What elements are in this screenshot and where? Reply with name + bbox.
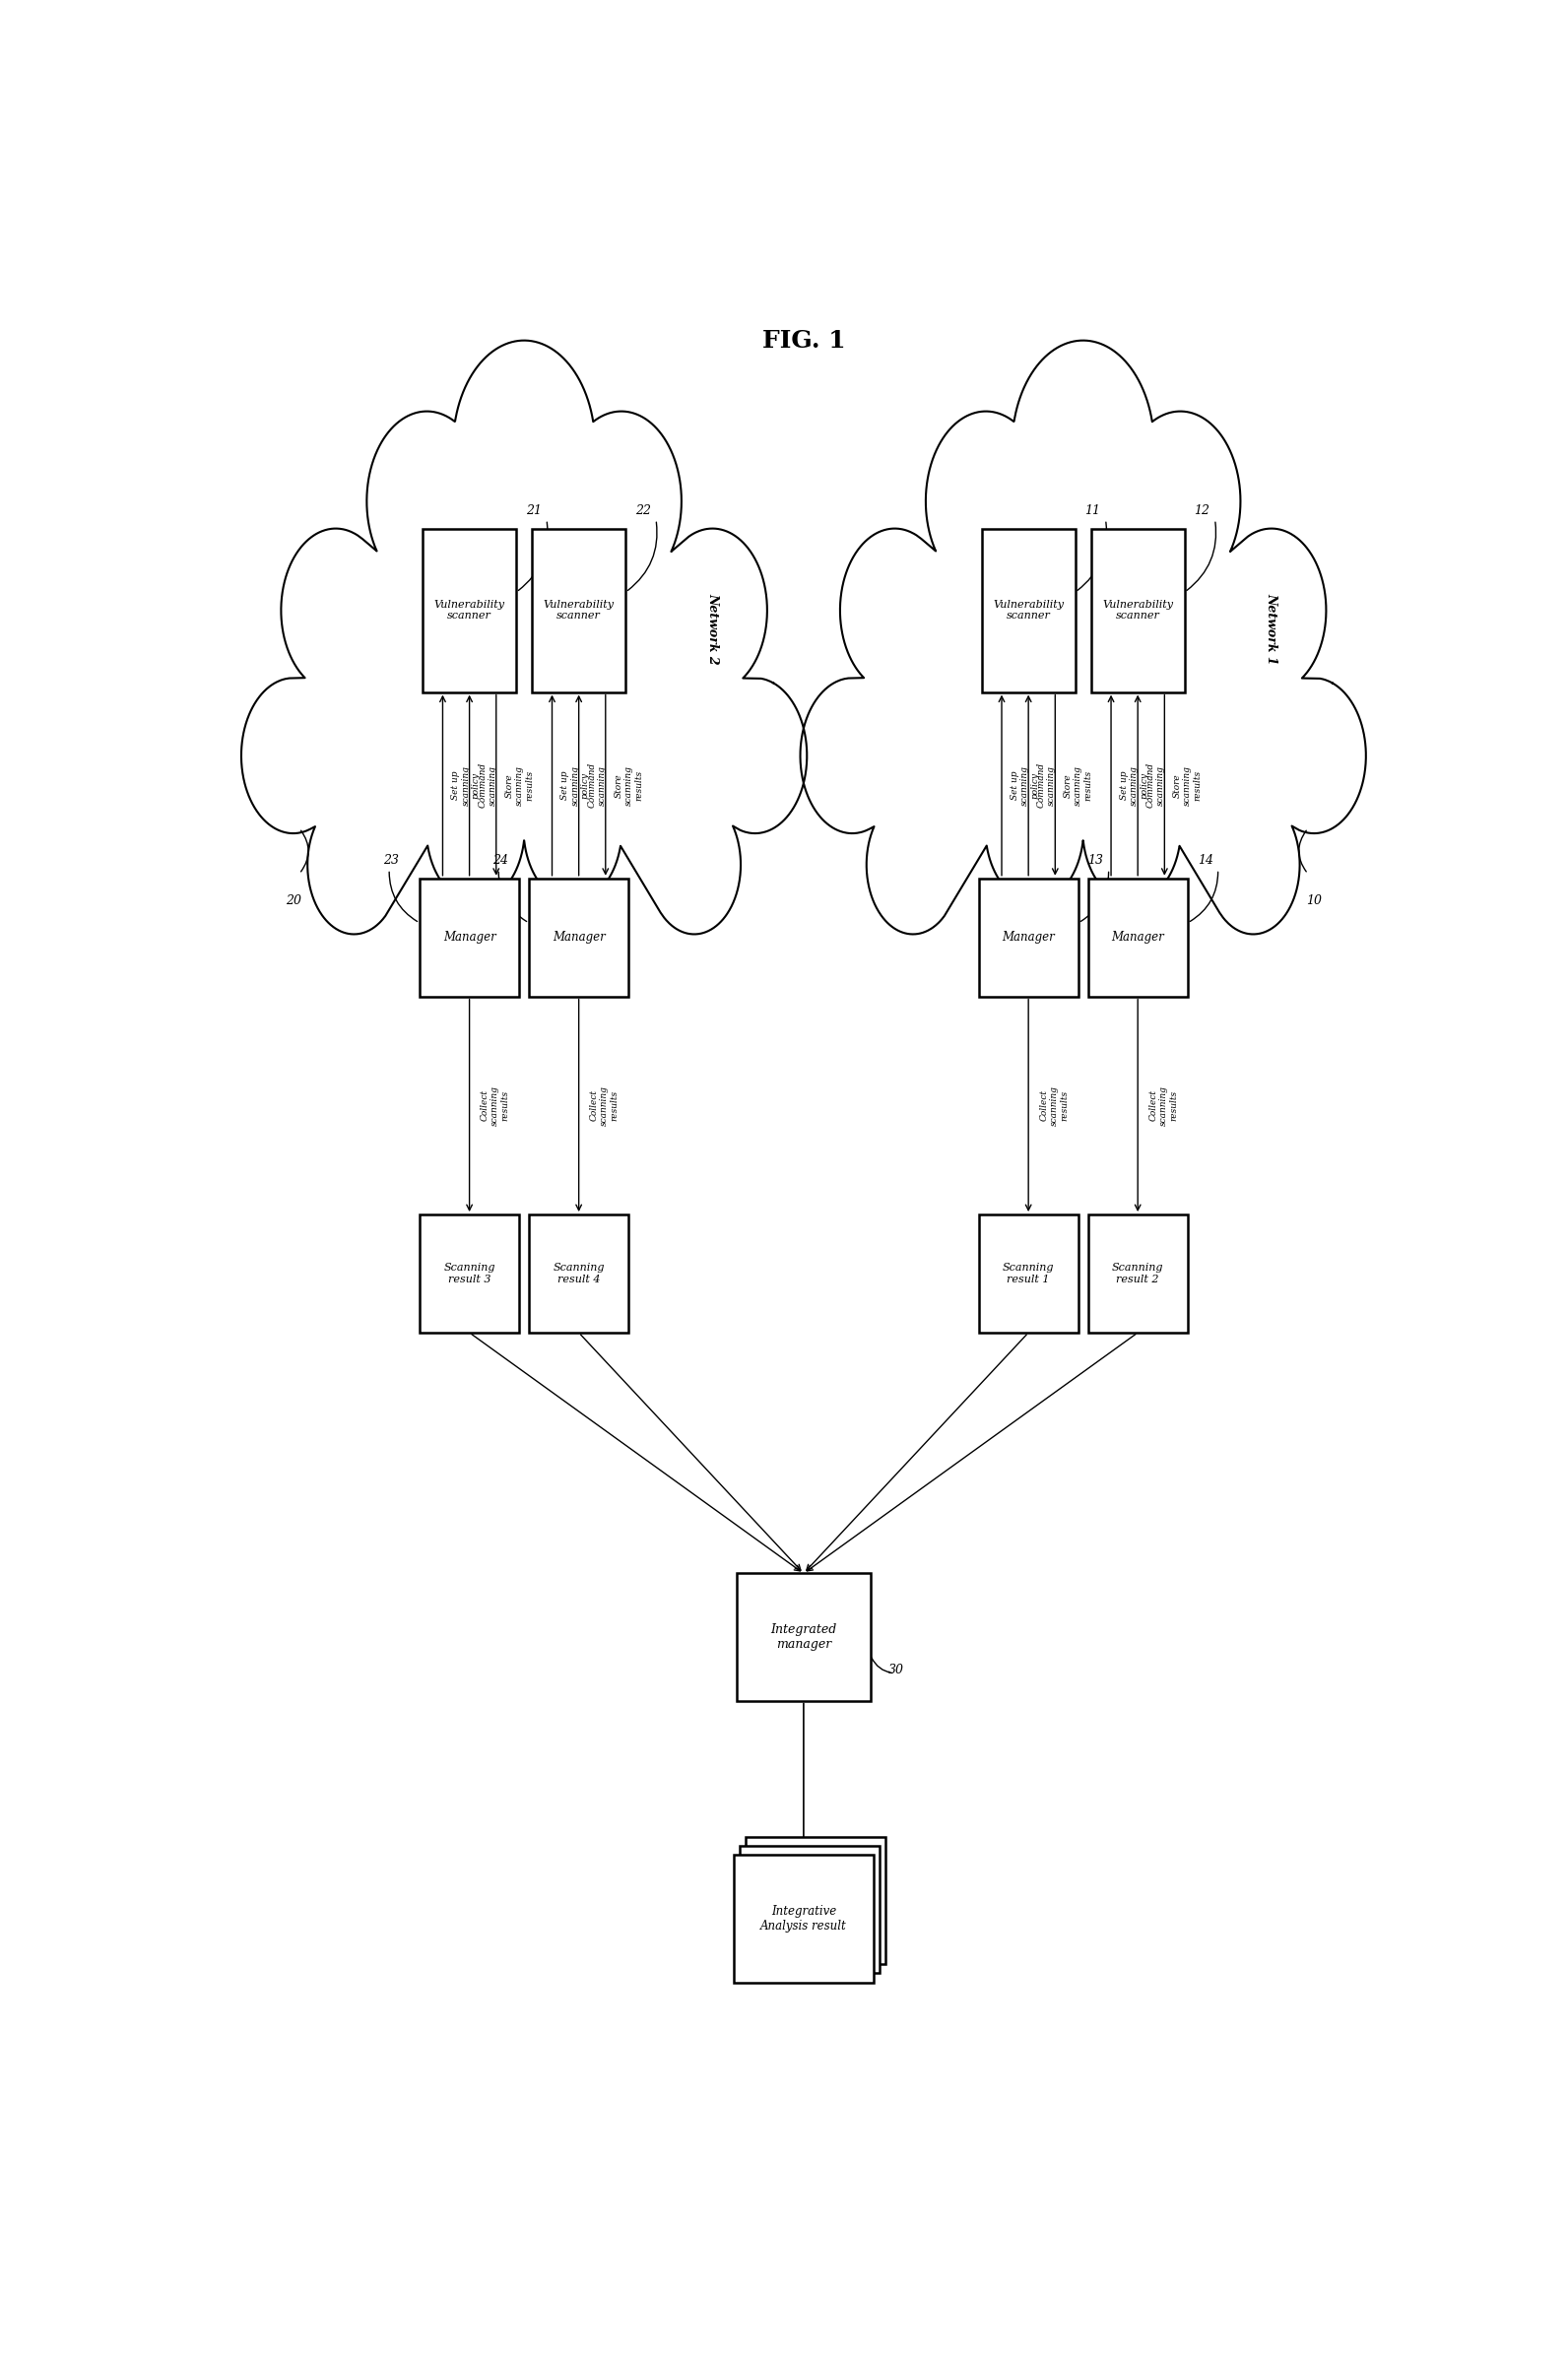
Text: Command
scanning: Command scanning — [1146, 762, 1165, 807]
FancyBboxPatch shape — [420, 878, 519, 996]
Text: Scanning
result 4: Scanning result 4 — [554, 1263, 605, 1284]
Text: 23: 23 — [383, 854, 398, 866]
Text: 12: 12 — [1195, 505, 1210, 517]
Text: Store
scanning
results: Store scanning results — [1063, 765, 1093, 805]
Text: Manager: Manager — [552, 930, 605, 944]
Text: Integrative
Analysis result: Integrative Analysis result — [760, 1905, 847, 1933]
Text: FIG. 1: FIG. 1 — [762, 328, 845, 352]
Text: Collect
scanning
results: Collect scanning results — [1149, 1086, 1178, 1126]
Text: 20: 20 — [285, 894, 301, 909]
Text: Scanning
result 3: Scanning result 3 — [444, 1263, 495, 1284]
Text: Network 1: Network 1 — [1265, 592, 1278, 663]
Text: Scanning
result 1: Scanning result 1 — [1002, 1263, 1054, 1284]
FancyBboxPatch shape — [978, 878, 1079, 996]
Text: 22: 22 — [635, 505, 651, 517]
FancyBboxPatch shape — [740, 1846, 880, 1973]
FancyBboxPatch shape — [1088, 878, 1187, 996]
FancyBboxPatch shape — [528, 1215, 629, 1333]
Text: Command
scanning: Command scanning — [478, 762, 497, 807]
FancyBboxPatch shape — [528, 878, 629, 996]
FancyBboxPatch shape — [423, 529, 516, 691]
Text: Collect
scanning
results: Collect scanning results — [1040, 1086, 1069, 1126]
FancyBboxPatch shape — [420, 1215, 519, 1333]
Text: Store
scanning
results: Store scanning results — [615, 765, 643, 805]
FancyBboxPatch shape — [978, 1215, 1079, 1333]
Text: Set up
scanning
policy: Set up scanning policy — [1010, 765, 1040, 805]
Text: 30: 30 — [889, 1664, 905, 1676]
Text: Set up
scanning
policy: Set up scanning policy — [1120, 765, 1149, 805]
Text: Vulnerability
scanner: Vulnerability scanner — [434, 599, 505, 621]
Text: Command
scanning: Command scanning — [588, 762, 607, 807]
FancyBboxPatch shape — [746, 1836, 886, 1964]
Text: Collect
scanning
results: Collect scanning results — [590, 1086, 619, 1126]
FancyBboxPatch shape — [982, 529, 1076, 691]
Text: Manager: Manager — [1002, 930, 1055, 944]
Text: Collect
scanning
results: Collect scanning results — [480, 1086, 510, 1126]
FancyBboxPatch shape — [1091, 529, 1184, 691]
Text: 14: 14 — [1198, 854, 1214, 866]
Text: Manager: Manager — [442, 930, 495, 944]
Text: 11: 11 — [1085, 505, 1101, 517]
Text: Vulnerability
scanner: Vulnerability scanner — [1102, 599, 1173, 621]
Text: Scanning
result 2: Scanning result 2 — [1112, 1263, 1163, 1284]
Text: Set up
scanning
policy: Set up scanning policy — [561, 765, 590, 805]
Text: Manager: Manager — [1112, 930, 1165, 944]
Text: 10: 10 — [1306, 894, 1322, 909]
Text: Command
scanning: Command scanning — [1036, 762, 1055, 807]
Text: Vulnerability
scanner: Vulnerability scanner — [993, 599, 1063, 621]
Text: 21: 21 — [525, 505, 541, 517]
Text: Store
scanning
results: Store scanning results — [505, 765, 535, 805]
FancyBboxPatch shape — [532, 529, 626, 691]
Text: Vulnerability
scanner: Vulnerability scanner — [544, 599, 615, 621]
Text: 24: 24 — [492, 854, 508, 866]
FancyBboxPatch shape — [737, 1574, 870, 1702]
Text: 13: 13 — [1088, 854, 1104, 866]
Text: Integrated
manager: Integrated manager — [770, 1624, 837, 1650]
Text: Network 2: Network 2 — [706, 592, 718, 663]
FancyBboxPatch shape — [734, 1855, 873, 1982]
FancyBboxPatch shape — [1088, 1215, 1187, 1333]
Text: Store
scanning
results: Store scanning results — [1173, 765, 1203, 805]
Text: Set up
scanning
policy: Set up scanning policy — [452, 765, 480, 805]
